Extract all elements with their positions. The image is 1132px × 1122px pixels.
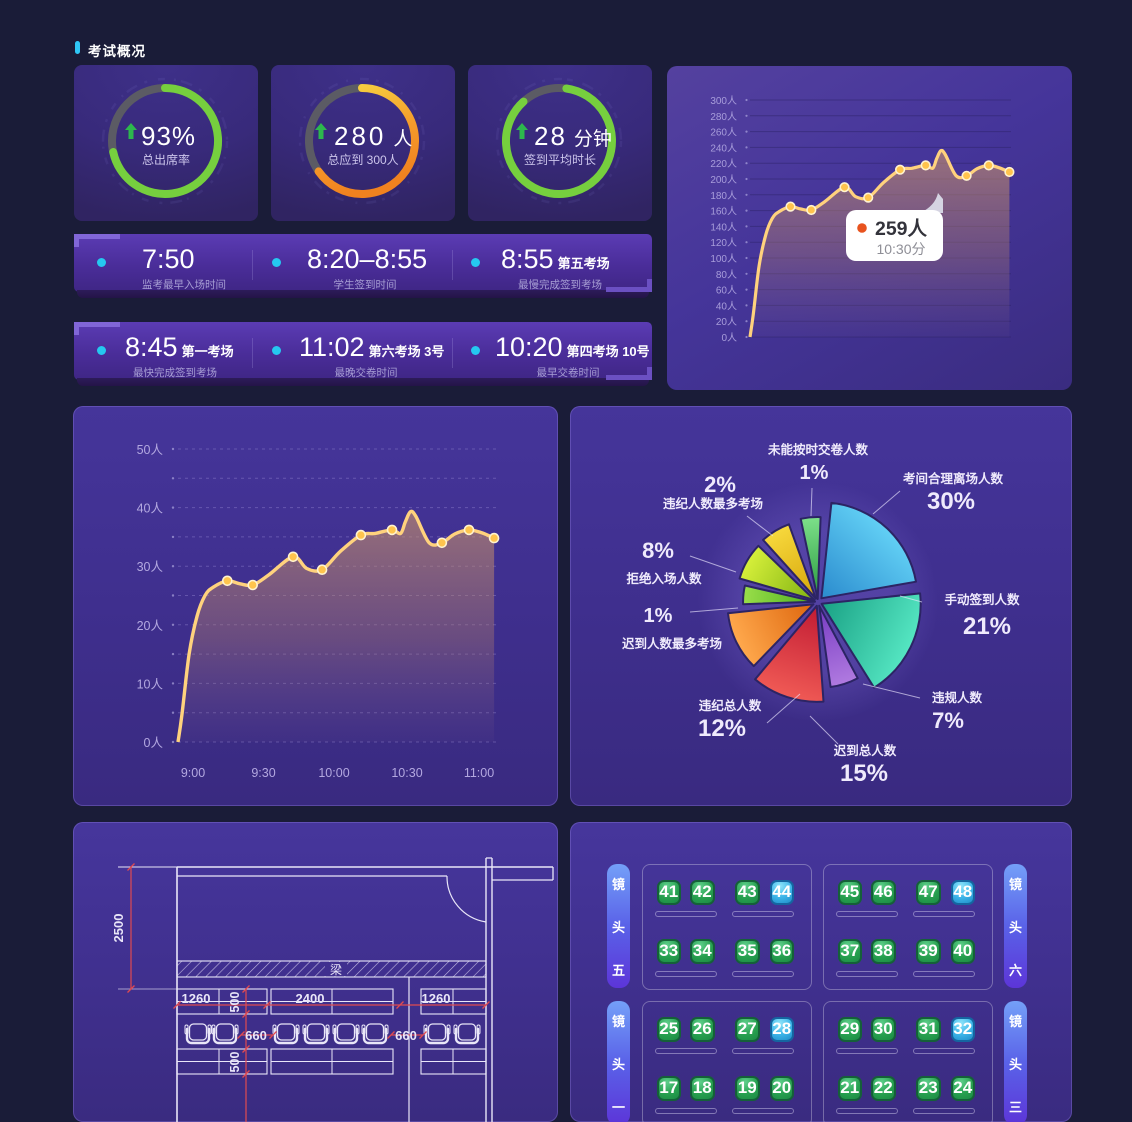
svg-text:220人: 220人 — [710, 158, 737, 170]
svg-text:2%: 2% — [704, 472, 736, 497]
svg-text:30%: 30% — [927, 488, 975, 515]
svg-text:总应到 300人: 总应到 300人 — [327, 152, 398, 167]
svg-text:1260: 1260 — [422, 991, 451, 1006]
svg-text:120人: 120人 — [710, 237, 737, 249]
svg-text:60人: 60人 — [716, 285, 737, 297]
svg-text:违规人数: 违规人数 — [932, 690, 983, 705]
svg-text:660: 660 — [395, 1028, 417, 1043]
svg-text:总出席率: 总出席率 — [142, 152, 190, 167]
svg-text:200人: 200人 — [710, 174, 737, 186]
svg-text:12%: 12% — [698, 715, 746, 742]
svg-text:500: 500 — [228, 1052, 242, 1073]
svg-text:违纪总人数: 违纪总人数 — [699, 698, 762, 713]
svg-text:93%: 93% — [141, 121, 196, 151]
svg-text:280人: 280人 — [334, 121, 412, 151]
svg-text:30人: 30人 — [137, 560, 164, 574]
svg-text:迟到人数最多考场: 迟到人数最多考场 — [622, 636, 722, 651]
svg-text:40人: 40人 — [137, 502, 164, 516]
svg-text:10:00: 10:00 — [318, 766, 349, 780]
svg-text:7%: 7% — [932, 708, 964, 733]
svg-text:0人: 0人 — [144, 736, 164, 750]
svg-text:100人: 100人 — [710, 253, 737, 265]
svg-text:10:30分: 10:30分 — [876, 241, 925, 257]
svg-text:10人: 10人 — [137, 677, 164, 691]
svg-text:40人: 40人 — [716, 300, 737, 312]
svg-text:21%: 21% — [963, 613, 1011, 640]
svg-text:梁: 梁 — [330, 962, 342, 977]
svg-text:9:30: 9:30 — [251, 766, 275, 780]
svg-text:11:00: 11:00 — [464, 766, 494, 780]
svg-text:15%: 15% — [840, 760, 888, 787]
svg-text:259人: 259人 — [875, 217, 928, 240]
svg-text:8%: 8% — [642, 538, 674, 563]
svg-text:20人: 20人 — [716, 316, 737, 328]
svg-text:考间合理离场人数: 考间合理离场人数 — [903, 471, 1004, 486]
svg-text:10:30: 10:30 — [391, 766, 422, 780]
svg-text:2400: 2400 — [296, 991, 325, 1006]
svg-text:20人: 20人 — [137, 619, 164, 633]
svg-text:违纪人数最多考场: 违纪人数最多考场 — [663, 496, 763, 511]
svg-text:2500: 2500 — [111, 914, 126, 943]
svg-text:50人: 50人 — [137, 443, 164, 457]
svg-text:140人: 140人 — [710, 221, 737, 233]
svg-text:280人: 280人 — [710, 111, 737, 123]
svg-text:80人: 80人 — [716, 269, 737, 281]
svg-text:500: 500 — [228, 992, 242, 1013]
svg-text:240人: 240人 — [710, 142, 737, 154]
svg-text:手动签到人数: 手动签到人数 — [944, 592, 1020, 607]
svg-text:未能按时交卷人数: 未能按时交卷人数 — [767, 442, 869, 457]
svg-text:9:00: 9:00 — [181, 766, 205, 780]
svg-text:1%: 1% — [644, 605, 673, 627]
svg-text:拒绝入场人数: 拒绝入场人数 — [626, 571, 702, 586]
svg-text:签到平均时长: 签到平均时长 — [524, 152, 596, 167]
svg-text:迟到总人数: 迟到总人数 — [834, 743, 897, 758]
svg-text:160人: 160人 — [710, 206, 737, 218]
svg-text:260人: 260人 — [710, 127, 737, 139]
svg-text:660: 660 — [245, 1028, 267, 1043]
svg-text:0人: 0人 — [721, 332, 737, 344]
svg-text:1%: 1% — [800, 462, 829, 484]
svg-text:1260: 1260 — [182, 991, 211, 1006]
svg-text:180人: 180人 — [710, 190, 737, 202]
svg-text:300人: 300人 — [710, 95, 737, 107]
